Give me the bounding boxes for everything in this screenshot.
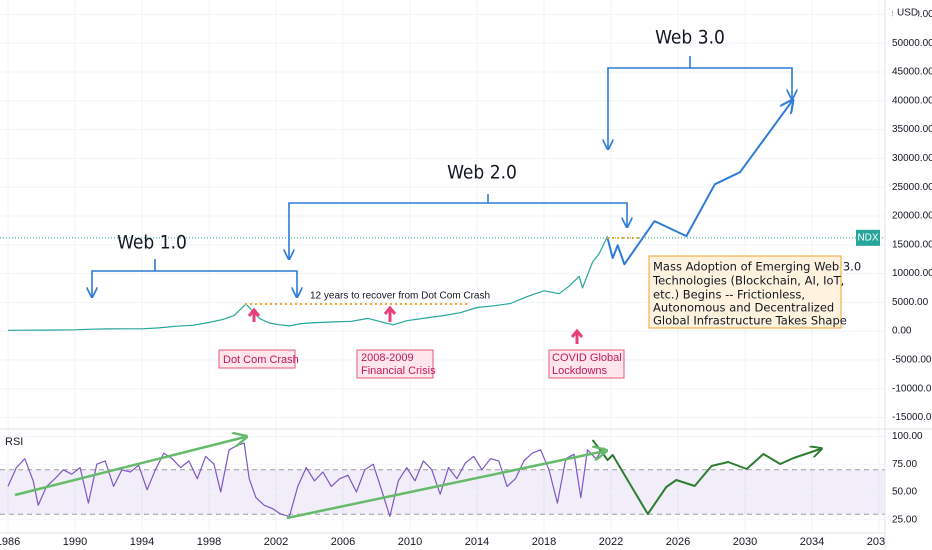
y-tick-label: 50000.00	[892, 38, 932, 49]
x-tick-label: 2022	[599, 536, 623, 548]
y-tick-label: -5000.00	[892, 355, 932, 366]
crisis-label: 2008-2009	[361, 352, 414, 364]
x-tick-label: 2002	[264, 536, 288, 548]
y-tick-label: -15000.00	[892, 412, 932, 423]
series-line	[7, 442, 605, 517]
x-tick-label: 2006	[331, 536, 355, 548]
series-line	[606, 101, 792, 266]
y-tick-label: 25.00	[892, 514, 917, 525]
box-text: etc.) Begins -- Frictionless,	[653, 288, 805, 302]
series-line	[591, 439, 821, 515]
x-tick-label: 2034	[800, 536, 824, 548]
covid-label: COVID Global	[552, 352, 622, 364]
y-tick-label: 15000.00	[892, 239, 932, 250]
x-tick-label: 2018	[532, 536, 556, 548]
y-tick-label: 30000.00	[892, 153, 932, 164]
dotcom-label: Dot Com Crash	[223, 354, 299, 366]
symbol-label: NDX	[857, 232, 878, 243]
web-brackets	[14, 56, 842, 520]
web1-label: Web 1.0	[117, 232, 187, 254]
x-tick-label: 1998	[197, 536, 221, 548]
web2-label: Web 2.0	[447, 162, 517, 184]
x-tick-label: 2030	[733, 536, 757, 548]
y-tick-label: 45000.00	[892, 67, 932, 78]
y-tick-label: 40000.00	[892, 95, 932, 106]
box-text: Mass Adoption of Emerging Web 3.0	[653, 260, 861, 274]
x-tick-label: 2026	[666, 536, 690, 548]
covid-label: Lockdowns	[552, 365, 608, 377]
currency-label: USD	[897, 8, 918, 19]
box-text: Technologies (Blockchain, AI, IoT,	[652, 274, 844, 288]
y-tick-label: 0.00	[892, 326, 912, 337]
y-tick-label: 35000.00	[892, 124, 932, 135]
web3-label: Web 3.0	[655, 27, 725, 49]
x-tick-label: 2038	[867, 536, 891, 548]
currency-bg	[893, 5, 918, 20]
y-tick-label: 10000.00	[892, 268, 932, 279]
box-text: Autonomous and Decentralized	[653, 301, 834, 315]
series-line	[7, 235, 609, 331]
x-tick-label: 2010	[398, 536, 422, 548]
rsi-title: RSI	[5, 436, 23, 448]
crisis-label: Financial Crisis	[361, 365, 436, 377]
x-tick-label: 1986	[0, 536, 20, 548]
plot: 1986 1990 1994 1998 2002 2006 2010 2014 2018 2022…	[0, 101, 891, 548]
symbol-badge	[856, 229, 880, 246]
y-tick-label: 5000.00	[892, 297, 929, 308]
x-tick-label: 1994	[130, 536, 154, 548]
x-tick-label: 2014	[465, 536, 489, 548]
y-tick-label: 25000.00	[892, 182, 932, 193]
x-tick-label: 1990	[63, 536, 87, 548]
box-text: Global Infrastructure Takes Shape	[653, 314, 847, 328]
y-tick-label: 20000.00	[892, 211, 932, 222]
y-tick-label: 100.00	[892, 431, 923, 442]
y-tick-label: 50.00	[892, 487, 917, 498]
recover-note: 12 years to recover from Dot Com Crash	[310, 291, 490, 302]
y-tick-label: -10000.00	[892, 383, 932, 394]
y-tick-label: 75.00	[892, 459, 917, 470]
